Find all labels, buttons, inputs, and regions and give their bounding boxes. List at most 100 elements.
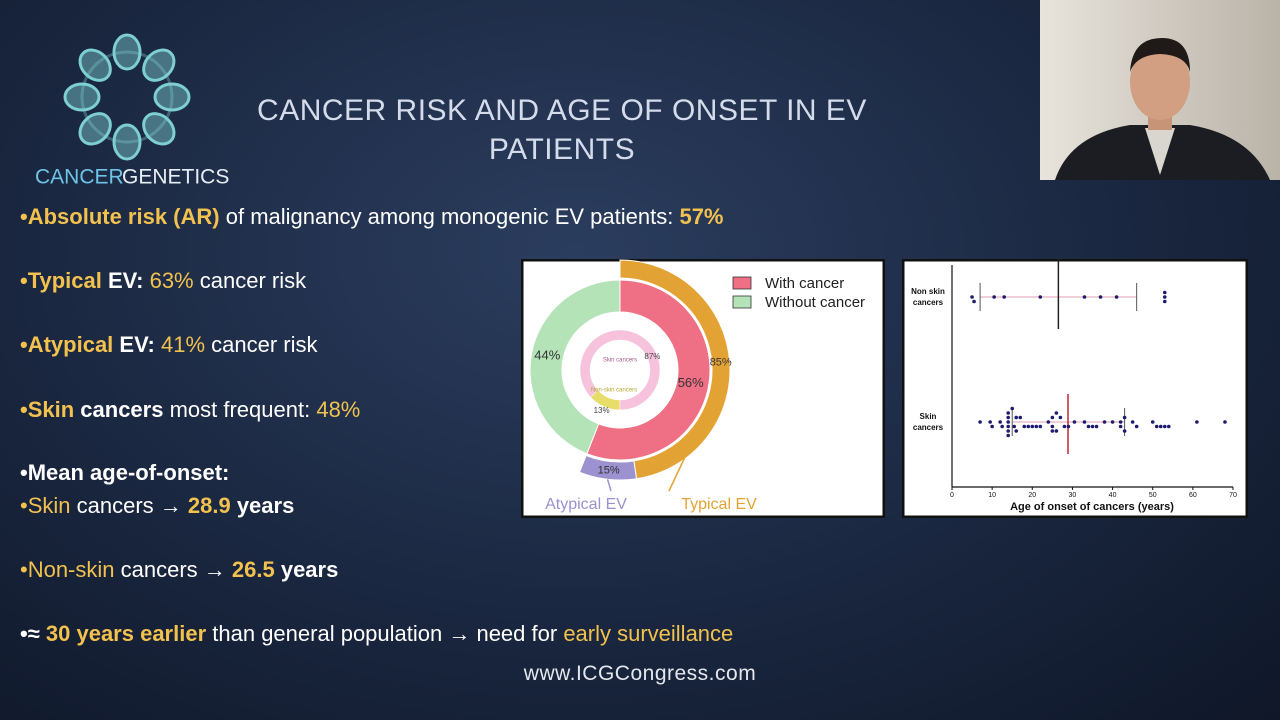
dot <box>1018 415 1023 420</box>
x-tick-label: 30 <box>1069 492 1077 499</box>
dot <box>1072 420 1077 424</box>
dot <box>990 424 994 429</box>
bullet-run: than general population → need for <box>206 621 564 646</box>
logo-petal <box>78 48 112 82</box>
bullet-run: •Absolute risk (AR) <box>20 204 220 229</box>
bullet: •Atypical EV: 41% cancer risk <box>20 331 318 359</box>
logo-flower <box>63 33 191 161</box>
dot <box>1094 424 1099 429</box>
x-axis-title: Age of onset of cancers (years) <box>1010 501 1174 513</box>
dot <box>1034 424 1039 429</box>
dot <box>1012 424 1017 429</box>
dot <box>1195 420 1199 424</box>
donut-label: 15% <box>598 464 620 476</box>
bullet-run: cancers → <box>70 493 188 518</box>
dot <box>988 420 992 424</box>
dot <box>1050 424 1055 429</box>
bullet-run: 41% <box>154 332 206 357</box>
donut-outer-segment <box>578 454 638 481</box>
bullet-run: 26.5 <box>231 557 275 582</box>
bullet-run: cancers → <box>114 557 232 582</box>
bullet: •Absolute risk (AR) of malignancy among … <box>20 203 724 231</box>
x-tick-label: 0 <box>950 492 954 499</box>
ring-name: Atypical EV <box>545 496 627 513</box>
inner-name: Non-skin cancers <box>591 388 637 394</box>
dot <box>1166 424 1171 429</box>
dot <box>1150 420 1155 424</box>
inner-segment <box>579 329 661 411</box>
logo-petal <box>142 112 176 146</box>
x-tick-label: 40 <box>1109 492 1117 499</box>
bullet: •Typical EV: 63% cancer risk <box>20 267 306 295</box>
slide-title: PATIENTS <box>488 133 636 166</box>
legend-label: Without cancer <box>765 294 865 311</box>
bullet-run: •Skin <box>20 493 71 518</box>
logo-petal <box>153 82 191 112</box>
donut-segment <box>529 279 621 455</box>
dot <box>1050 429 1055 433</box>
slide-title: CANCER RISK AND AGE OF ONSET IN EV <box>257 94 867 127</box>
dot <box>1010 406 1015 411</box>
pointer-line <box>606 479 612 492</box>
bullet: •Mean age-of-onset: <box>20 459 229 487</box>
row-label: cancers <box>913 423 944 432</box>
dot <box>1054 429 1059 433</box>
dot <box>1062 424 1067 429</box>
dot <box>1154 424 1159 429</box>
dot <box>1006 411 1010 415</box>
dot <box>1098 295 1103 299</box>
bullet-run: •Skin <box>20 397 75 422</box>
dot <box>992 295 996 299</box>
dot <box>1006 429 1010 433</box>
dot <box>1082 420 1087 424</box>
webcam <box>1040 0 1280 180</box>
dot <box>1030 424 1035 429</box>
dot <box>1000 424 1004 429</box>
dot <box>1038 295 1043 299</box>
bullet-run: 28.9 <box>187 493 231 518</box>
dot <box>1058 415 1063 420</box>
dot <box>978 420 982 424</box>
dot <box>1006 415 1010 420</box>
dot <box>1162 295 1167 299</box>
x-tick-label: 70 <box>1229 492 1237 499</box>
dot <box>1054 411 1059 415</box>
dot <box>1086 424 1091 429</box>
dot <box>1006 420 1010 424</box>
legend-label: With cancer <box>765 275 844 292</box>
donut-label: 44% <box>534 348 560 363</box>
logo: CANCER GENETICS <box>35 33 229 189</box>
logo-petal <box>78 112 112 146</box>
dot <box>1130 420 1135 424</box>
bullet-run: cancer risk <box>193 268 307 293</box>
bullet-run: EV: <box>113 332 155 357</box>
dot <box>1114 295 1119 299</box>
bullet-run: •Non-skin <box>20 557 115 582</box>
bullet-run: •Atypical <box>20 332 114 357</box>
inner-label: 13% <box>594 406 610 415</box>
bullet: •Skin cancers most frequent: 48% <box>20 396 360 424</box>
pointer-line <box>668 361 731 492</box>
dot <box>1223 420 1227 424</box>
logo-petal <box>112 33 142 71</box>
bullet-run: 30 years earlier <box>45 621 207 646</box>
dot <box>1050 415 1055 420</box>
x-tick-label: 20 <box>1028 492 1036 499</box>
donut-chart: 56% 44% 85% 15% Typical EV Atypical EV 87% 13% S… <box>521 259 885 518</box>
dot <box>1038 424 1043 429</box>
dot <box>1046 420 1051 424</box>
ring-name: Typical EV <box>681 496 757 513</box>
dot <box>1134 424 1139 429</box>
dot <box>1090 424 1095 429</box>
logo-word: CANCER <box>35 166 124 189</box>
donut-label: 85% <box>710 356 732 368</box>
dot <box>1026 424 1031 429</box>
dot <box>1118 420 1123 424</box>
bullet-run: most frequent: <box>163 397 317 422</box>
dot <box>1110 420 1115 424</box>
x-tick-label: 50 <box>1149 492 1157 499</box>
dot <box>1066 424 1071 429</box>
bullet-run: early surveillance <box>563 621 734 646</box>
bullet-run: of malignancy among monogenic EV patient… <box>219 204 680 229</box>
